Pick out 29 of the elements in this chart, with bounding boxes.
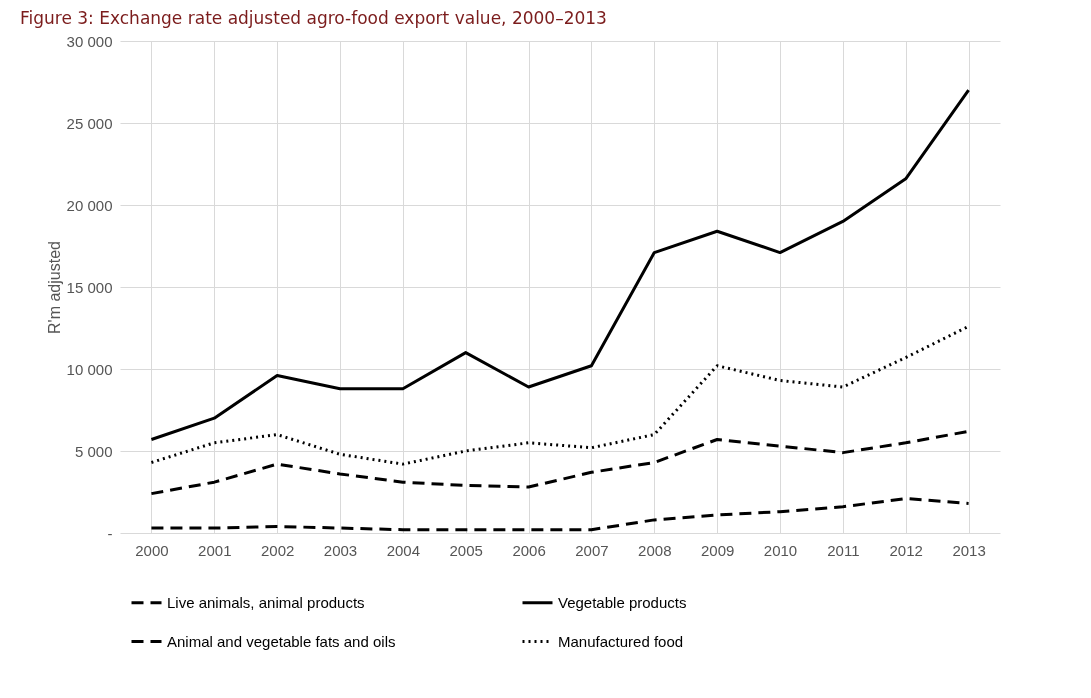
x-tick-label: 2001 bbox=[198, 541, 232, 559]
x-tick-label: 2008 bbox=[638, 541, 672, 559]
y-tick-label: 5 000 bbox=[74, 442, 113, 460]
x-tick-label: 2012 bbox=[889, 541, 923, 559]
legend-label: Animal and vegetable fats and oils bbox=[167, 632, 396, 650]
legend-label: Vegetable products bbox=[558, 593, 687, 611]
line-series bbox=[149, 497, 971, 532]
x-tick-label: 2010 bbox=[763, 541, 798, 559]
y-tick-label: 30 000 bbox=[66, 32, 113, 50]
x-tick-label: 2003 bbox=[323, 541, 358, 559]
x-tick-label: 2006 bbox=[512, 541, 546, 559]
y-tick-label: - bbox=[107, 524, 113, 542]
y-axis-title: R'm adjusted bbox=[45, 241, 63, 334]
x-tick-label: 2009 bbox=[700, 541, 735, 559]
x-tick-label: 2004 bbox=[386, 541, 421, 559]
x-tick-label: 2007 bbox=[575, 541, 609, 559]
y-tick-label: 20 000 bbox=[66, 196, 113, 214]
x-tick-label: 2002 bbox=[260, 541, 295, 559]
x-tick-label: 2011 bbox=[827, 541, 860, 559]
x-tick-label: 2013 bbox=[952, 541, 986, 559]
y-tick-label: 25 000 bbox=[66, 114, 113, 132]
y-tick-label: 10 000 bbox=[66, 360, 113, 378]
x-tick-label: 2000 bbox=[135, 541, 169, 559]
line-series bbox=[149, 88, 971, 442]
x-tick-label: 2005 bbox=[449, 541, 483, 559]
legend-label: Live animals, animal products bbox=[167, 593, 365, 611]
y-tick-label: 15 000 bbox=[66, 278, 113, 296]
chart-title: Figure 3: Exchange rate adjusted agro-food export value, 2000–2013 bbox=[20, 8, 607, 28]
legend-label: Manufactured food bbox=[558, 632, 684, 650]
